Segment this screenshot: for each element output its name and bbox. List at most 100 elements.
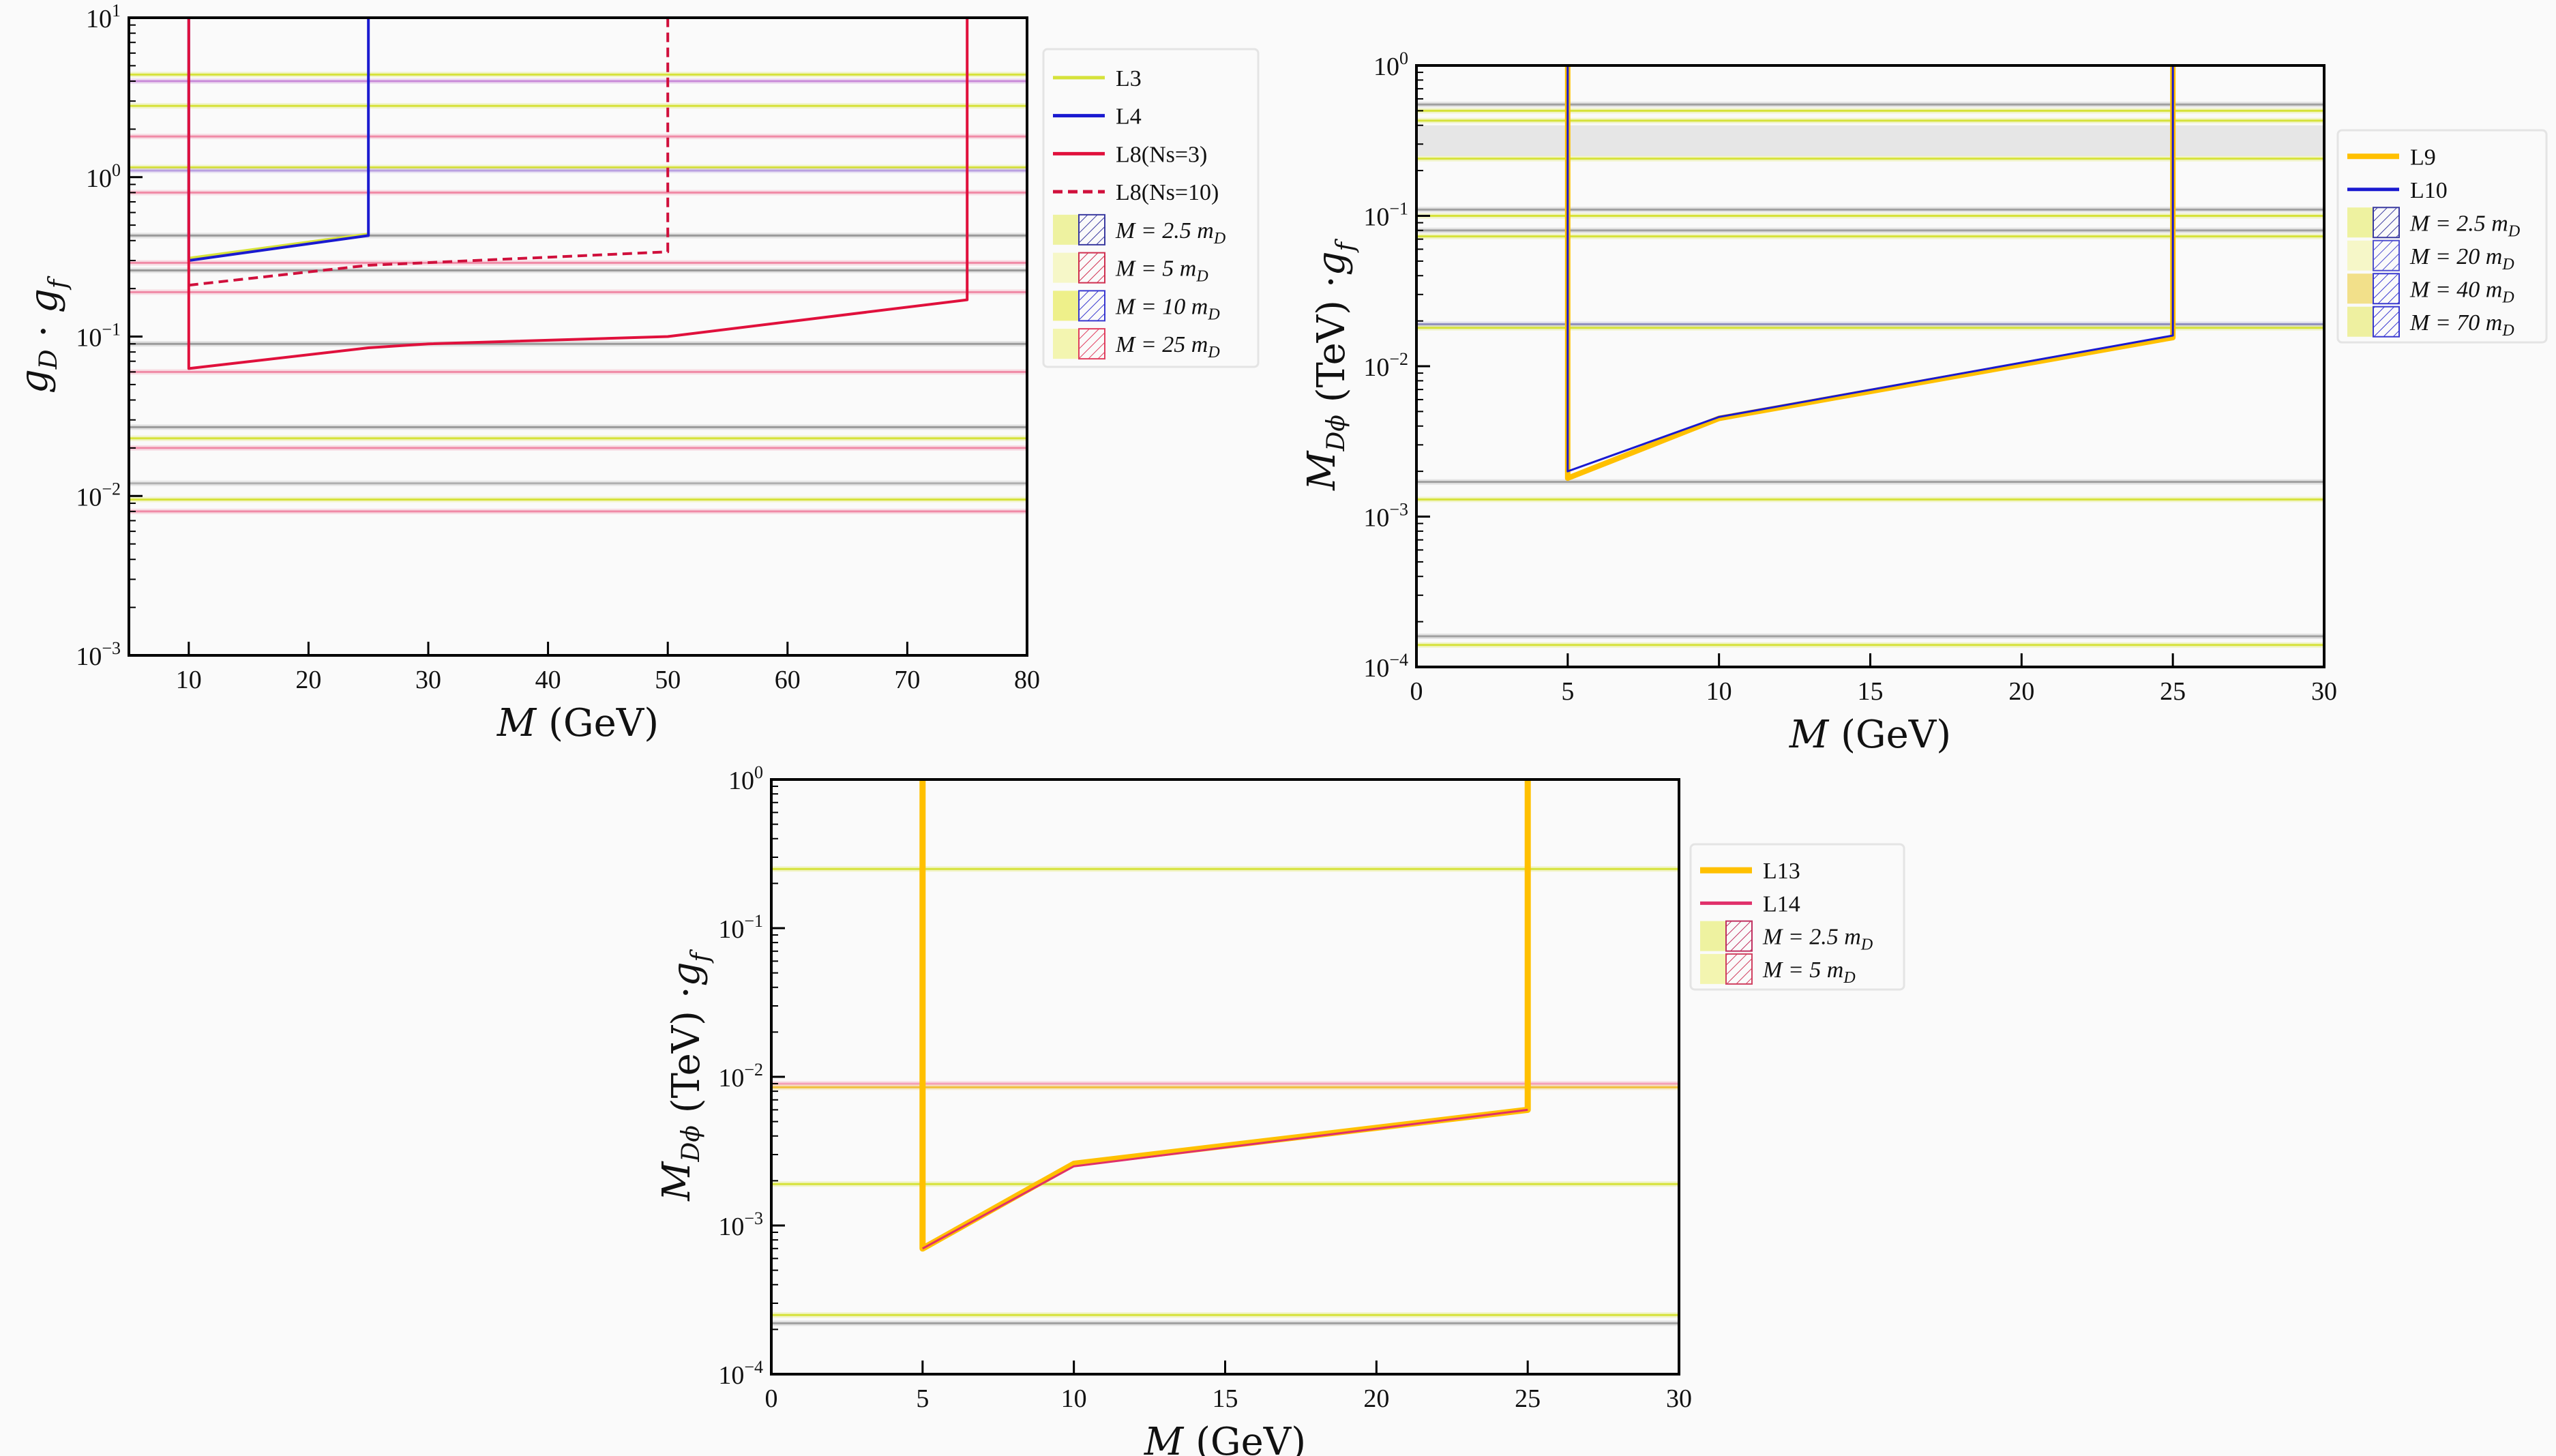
legend-label-text: M = 5 m (1762, 957, 1843, 983)
legend-label: M = 2.5 mD (2409, 211, 2520, 240)
x-tick-label: 15 (1213, 1384, 1238, 1413)
y-tick-base: 10 (76, 642, 102, 671)
y-tick-label: 10−1 (718, 911, 763, 944)
series-l8-ns-10- (188, 18, 670, 287)
legend-hatch-swatch (1725, 920, 1753, 952)
legend-label: M = 2.5 mD (1762, 925, 1873, 954)
legend-label: L3 (1116, 66, 1142, 91)
legend-hatch-swatch (2373, 306, 2400, 338)
y-tick-exponent: −4 (1389, 650, 1408, 670)
y-label-subscript: f (1332, 239, 1360, 254)
legend-label: M = 10 mD (1115, 294, 1220, 323)
legend-label-text: L8(Ns=3) (1116, 142, 1207, 167)
legend-label-text: L4 (1116, 104, 1142, 130)
y-label-part: (TeV) · (664, 986, 709, 1125)
legend-fill-swatch (1053, 214, 1079, 245)
y-tick-base: 10 (86, 5, 112, 33)
legend-label-text: L10 (2410, 178, 2448, 203)
x-tick-label: 20 (295, 666, 321, 694)
legend-hatch-swatch (1078, 213, 1105, 246)
y-tick-exponent: −2 (1389, 349, 1408, 369)
legend-box (1042, 48, 1260, 368)
y-axis-label: MDϕ (TeV) ·gf (655, 949, 715, 1202)
y-tick-label: 100 (728, 762, 763, 795)
legend-fill-swatch (1053, 252, 1079, 283)
legend-entry: M = 20 mD (2347, 239, 2514, 273)
y-label-subscript: f (44, 276, 72, 291)
legend-label: L4 (1116, 104, 1142, 130)
legend-label-subscript: D (2508, 222, 2520, 240)
y-label-part: g (664, 962, 709, 987)
y-label-subscript: f (687, 949, 715, 964)
series-l10 (1566, 65, 2174, 473)
legend-entry: M = 2.5 mD (2347, 207, 2520, 240)
y-label-part: g (22, 288, 66, 313)
legend-entry: M = 10 mD (1053, 290, 1220, 323)
x-label-part: (GeV) (1183, 1420, 1306, 1456)
y-label-part: g (12, 369, 57, 393)
x-tick-label: 10 (1061, 1384, 1087, 1413)
legend-entry: L4 (1053, 104, 1142, 130)
y-tick-base: 10 (86, 164, 112, 193)
y-tick-label: 101 (86, 1, 121, 33)
y-tick-exponent: −4 (744, 1357, 763, 1377)
y-tick-label: 10−3 (1363, 500, 1408, 533)
x-tick-label: 0 (1410, 677, 1423, 706)
y-tick-label: 10−1 (76, 320, 121, 353)
y-tick-exponent: −1 (744, 911, 763, 931)
x-tick-label: 20 (2008, 677, 2034, 706)
legend-label: M = 25 mD (1115, 332, 1220, 361)
legend-entry: L8(Ns=3) (1053, 142, 1207, 167)
legend-label-text: M = 2.5 m (2409, 211, 2508, 236)
x-tick-label: 25 (2160, 677, 2186, 706)
x-tick-label: 10 (176, 666, 202, 694)
y-tick-label: 10−3 (76, 638, 121, 671)
x-axis-label: M (GeV) (1144, 1420, 1306, 1456)
y-tick-label: 100 (1373, 48, 1408, 81)
y-tick-base: 10 (718, 915, 744, 944)
y-axis-label: gD · gf (12, 276, 72, 393)
legend-label-text: M = 5 m (1115, 256, 1196, 282)
y-tick-base: 10 (76, 324, 102, 353)
y-tick-label: 10−2 (718, 1060, 763, 1093)
x-axis-label: M (GeV) (1789, 713, 1951, 757)
legend-entry: L14 (1700, 891, 1800, 917)
y-tick-exponent: −3 (102, 638, 121, 658)
plot-area (129, 18, 1027, 655)
legend-label-text: L9 (2410, 145, 2436, 170)
y-tick-label: 10−3 (718, 1208, 763, 1241)
y-label-part: M (655, 1161, 699, 1202)
x-label-part: M (1789, 713, 1830, 757)
y-tick-base: 10 (728, 767, 754, 795)
legend-label: M = 70 mD (2409, 310, 2514, 340)
y-tick-base: 10 (1363, 654, 1389, 683)
legend-box (1689, 843, 1905, 991)
legend-label-subscript: D (2501, 288, 2514, 306)
legend-label-text: M = 20 m (2409, 244, 2502, 269)
legend-label-text: M = 2.5 m (1762, 925, 1861, 950)
legend-entry: M = 25 mD (1053, 328, 1220, 361)
x-label-part: M (1144, 1420, 1185, 1456)
legend-label: L8(Ns=10) (1116, 180, 1219, 205)
y-tick-label: 10−4 (718, 1357, 763, 1390)
legend-label: M = 20 mD (2409, 244, 2514, 273)
x-tick-label: 0 (765, 1384, 778, 1413)
legend-fill-swatch (1700, 921, 1726, 951)
legend-label-text: M = 70 m (2409, 310, 2502, 336)
legend-entry: L8(Ns=10) (1053, 180, 1219, 205)
y-tick-base: 10 (1373, 53, 1399, 81)
legend-label: L8(Ns=3) (1116, 142, 1207, 167)
x-label-part: (GeV) (1828, 713, 1951, 757)
x-tick-label: 10 (1706, 677, 1732, 706)
legend-hatch-swatch (1078, 252, 1105, 284)
x-tick-label: 5 (1561, 677, 1574, 706)
y-tick-base: 10 (1363, 353, 1389, 382)
y-tick-exponent: 0 (1399, 48, 1408, 68)
legend-label-text: M = 25 m (1115, 332, 1208, 357)
legend-entry: L10 (2347, 178, 2448, 203)
y-tick-exponent: 0 (112, 160, 121, 180)
x-tick-label: 30 (2311, 677, 2337, 706)
x-tick-label: 5 (916, 1384, 929, 1413)
